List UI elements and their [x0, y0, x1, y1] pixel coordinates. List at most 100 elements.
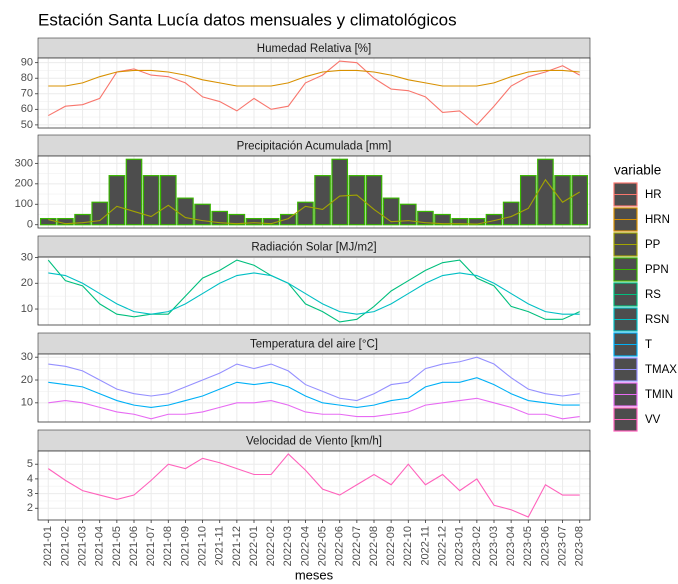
x-tick-label: 2021-08 — [162, 526, 174, 566]
panel-background — [38, 58, 590, 128]
y-tick-label: 30 — [21, 251, 33, 263]
y-tick-label: 10 — [21, 397, 33, 409]
bar — [91, 201, 109, 226]
panel-border — [37, 450, 591, 521]
line — [48, 272, 580, 315]
bar — [142, 175, 160, 226]
bar — [297, 201, 314, 226]
x-tick-label: 2023-06 — [539, 526, 551, 566]
line — [48, 377, 580, 408]
legend-label: VV — [645, 414, 661, 426]
bar — [519, 175, 537, 226]
panel-background — [38, 451, 590, 520]
y-tick-label: 300 — [15, 157, 33, 169]
x-tick-label: 2022-01 — [248, 526, 260, 566]
panel-border — [37, 57, 591, 129]
strip-label: Humedad Relativa [%] — [257, 43, 371, 55]
legend-label: HR — [645, 189, 662, 201]
y-tick-label: 100 — [15, 198, 33, 210]
x-tick-label: 2023-04 — [505, 526, 517, 566]
legend-label: TMAX — [645, 364, 677, 376]
bar — [451, 217, 469, 226]
bar — [485, 213, 503, 226]
y-tick-label: 30 — [21, 351, 33, 363]
x-tick-label: 2022-06 — [334, 526, 346, 566]
legend-label: HRN — [645, 214, 670, 226]
legend-label: T — [645, 339, 652, 351]
x-tick-label: 2021-01 — [42, 526, 54, 566]
legend-label: RS — [645, 289, 661, 301]
x-tick-label: 2023-08 — [574, 526, 586, 566]
x-tick-label: 2021-06 — [128, 526, 140, 566]
y-tick-label: 4 — [27, 473, 33, 485]
legend-label: TMIN — [645, 389, 673, 401]
x-tick-label: 2022-03 — [282, 526, 294, 566]
line — [48, 69, 580, 87]
x-axis-title: meses — [295, 567, 334, 582]
x-tick-label: 2022-05 — [316, 526, 328, 566]
y-tick-label: 60 — [21, 103, 33, 115]
chart-title: Estación Santa Lucía datos mensuales y c… — [38, 10, 457, 29]
y-tick-label: 10 — [21, 303, 33, 315]
x-tick-label: 2021-10 — [196, 526, 208, 566]
bar — [434, 213, 451, 226]
bar — [39, 217, 57, 226]
y-tick-label: 90 — [21, 57, 33, 69]
legend-title: variable — [614, 163, 661, 178]
x-tick-label: 2021-04 — [94, 526, 106, 566]
x-tick-label: 2021-07 — [145, 526, 157, 566]
x-tick-label: 2021-03 — [76, 526, 88, 566]
strip-label: Velocidad de Viento [km/h] — [246, 436, 382, 448]
y-tick-label: 50 — [21, 119, 33, 131]
bar — [159, 175, 177, 226]
x-tick-label: 2022-08 — [368, 526, 380, 566]
bar — [417, 210, 434, 226]
bar — [125, 158, 143, 226]
line — [48, 356, 580, 402]
legend-label: PP — [645, 239, 661, 251]
bar — [399, 203, 417, 226]
y-tick-label: 2 — [27, 502, 33, 514]
x-tick-label: 2023-01 — [454, 526, 466, 566]
y-tick-label: 3 — [27, 487, 33, 499]
bar — [279, 213, 297, 226]
x-tick-label: 2022-09 — [385, 526, 397, 566]
bar — [502, 201, 520, 226]
strip-label: Temperatura del aire [°C] — [250, 339, 378, 351]
x-tick-label: 2021-05 — [111, 526, 123, 566]
x-tick-label: 2022-10 — [402, 526, 414, 566]
y-tick-label: 0 — [27, 219, 33, 231]
line — [47, 259, 580, 323]
bar — [108, 175, 126, 226]
x-tick-label: 2023-05 — [522, 526, 534, 566]
bar — [382, 197, 400, 226]
y-tick-label: 20 — [21, 374, 33, 386]
panel-border — [37, 256, 591, 326]
x-tick-label: 2021-11 — [214, 526, 226, 566]
strip-label: Radiación Solar [MJ/m2] — [251, 242, 376, 254]
x-tick-label: 2022-11 — [419, 526, 431, 566]
bar — [365, 175, 383, 226]
bar — [211, 210, 229, 226]
strip-label: Precipitación Acumulada [mm] — [237, 141, 392, 153]
x-tick-label: 2023-03 — [488, 526, 500, 566]
bar — [571, 175, 589, 226]
bar — [314, 175, 331, 226]
x-tick-label: 2022-04 — [299, 526, 311, 566]
x-tick-label: 2022-02 — [265, 526, 277, 566]
bar — [468, 217, 486, 226]
bar — [348, 175, 366, 226]
x-tick-label: 2023-02 — [471, 526, 483, 566]
bar — [331, 158, 349, 226]
panel-border — [37, 155, 591, 229]
x-tick-label: 2021-09 — [179, 526, 191, 566]
line — [48, 178, 580, 225]
bar — [228, 213, 246, 226]
panel-border — [37, 353, 591, 423]
bar — [74, 213, 91, 226]
bar — [537, 158, 554, 226]
y-tick-label: 5 — [27, 458, 33, 470]
y-tick-label: 80 — [21, 72, 33, 84]
y-tick-label: 20 — [21, 277, 33, 289]
